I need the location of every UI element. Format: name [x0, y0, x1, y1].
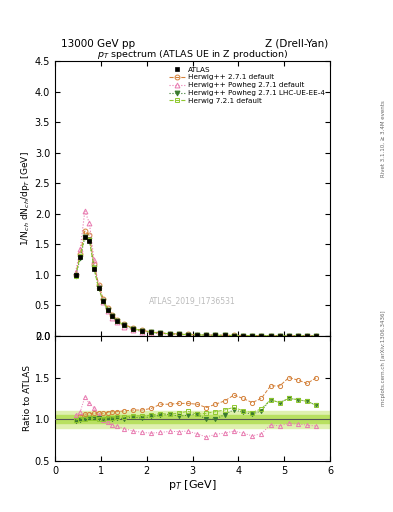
Text: ATLAS_2019_I1736531: ATLAS_2019_I1736531	[149, 296, 236, 305]
Text: Rivet 3.1.10, ≥ 3.4M events: Rivet 3.1.10, ≥ 3.4M events	[381, 100, 386, 177]
Y-axis label: Ratio to ATLAS: Ratio to ATLAS	[23, 366, 32, 432]
Text: mcplots.cern.ch [arXiv:1306.3436]: mcplots.cern.ch [arXiv:1306.3436]	[381, 311, 386, 406]
X-axis label: p$_{T}$ [GeV]: p$_{T}$ [GeV]	[168, 478, 217, 493]
Legend: ATLAS, Herwig++ 2.7.1 default, Herwig++ Powheg 2.7.1 default, Herwig++ Powheg 2.: ATLAS, Herwig++ 2.7.1 default, Herwig++ …	[166, 63, 328, 107]
Y-axis label: 1/N$_{ch}$ dN$_{ch}$/dp$_{T}$ [GeV]: 1/N$_{ch}$ dN$_{ch}$/dp$_{T}$ [GeV]	[19, 152, 32, 246]
Title: $p_{T}$ spectrum (ATLAS UE in Z production): $p_{T}$ spectrum (ATLAS UE in Z producti…	[97, 48, 288, 61]
Text: 13000 GeV pp: 13000 GeV pp	[61, 38, 135, 49]
Text: Z (Drell-Yan): Z (Drell-Yan)	[265, 38, 328, 49]
